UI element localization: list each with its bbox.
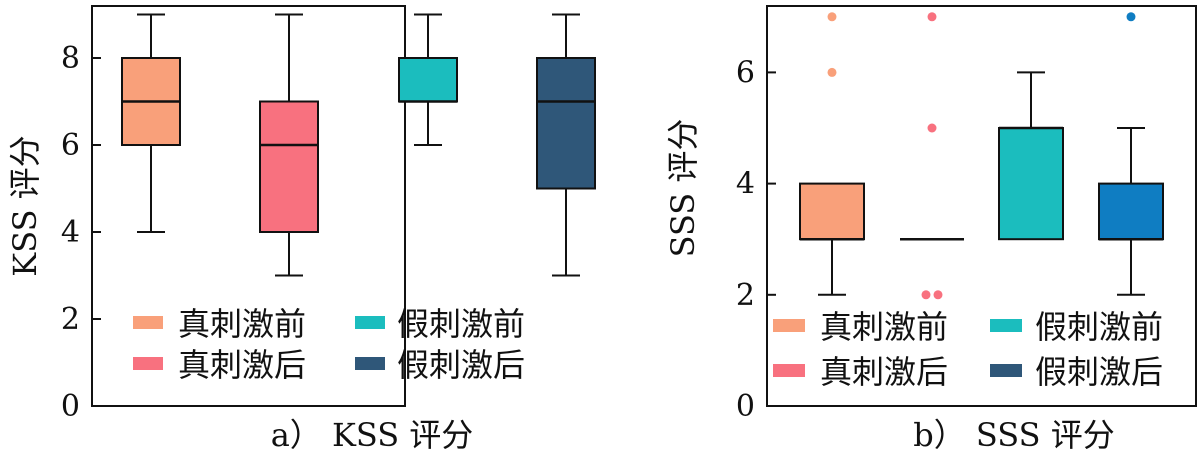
panel-b-frame — [766, 5, 1197, 407]
panel-a-kss: 0 2 4 6 8 真刺激前 真刺激后 假刺激前 假刺激后 KSS 评分 a） KSS … — [6, 5, 596, 454]
outlier-point — [827, 67, 837, 77]
box-iqr — [398, 57, 458, 103]
y-tick-label: 6 — [61, 128, 80, 163]
y-tick-label: 0 — [736, 389, 755, 424]
y-tick-label: 8 — [61, 41, 80, 76]
y-tick-label: 4 — [736, 167, 755, 202]
legend-swatch-3 — [355, 316, 385, 329]
box-3 — [998, 71, 1064, 241]
outlier-point — [1126, 12, 1136, 22]
box-2 — [259, 13, 319, 277]
legend-label-2: 真刺激后 — [178, 346, 306, 384]
legend-label-3: 假刺激前 — [397, 305, 525, 343]
outlier-point — [933, 290, 943, 300]
box-iqr — [799, 182, 865, 241]
panel-b-y-label: SSS 评分 — [664, 119, 702, 258]
outlier-point — [921, 290, 931, 300]
legend-swatch-2 — [133, 357, 163, 370]
legend-label-1: 真刺激前 — [820, 308, 948, 346]
outlier-point — [927, 12, 937, 22]
box-4 — [1098, 12, 1164, 296]
panel-b-caption: b） SSS 评分 — [913, 416, 1114, 454]
panel-b-legend: 真刺激前 真刺激后 假刺激前 假刺激后 — [773, 308, 1163, 391]
box-iqr — [998, 127, 1064, 241]
legend-label-4: 假刺激后 — [397, 346, 525, 384]
legend-swatch-4 — [990, 364, 1022, 377]
legend-swatch-4 — [355, 357, 385, 370]
y-tick-label: 4 — [61, 215, 80, 250]
legend-label-2: 真刺激后 — [820, 353, 948, 391]
panel-a-boxes — [121, 13, 596, 277]
panel-a-frame — [91, 5, 406, 407]
box-3 — [398, 13, 458, 146]
legend-swatch-1 — [133, 316, 163, 329]
box-iqr — [259, 100, 319, 233]
legend-swatch-3 — [990, 319, 1022, 332]
box-4 — [536, 13, 596, 277]
panel-a-y-label: KSS 评分 — [6, 135, 44, 276]
y-tick-label: 2 — [61, 302, 80, 337]
outlier-point — [827, 12, 837, 22]
box-1 — [799, 12, 865, 296]
box-1 — [121, 13, 181, 233]
panel-a-caption: a） KSS 评分 — [271, 416, 474, 454]
outlier-point — [927, 123, 937, 133]
panel-b-y-ticks: 0 2 4 6 — [736, 55, 776, 424]
legend-label-1: 真刺激前 — [178, 305, 306, 343]
legend-swatch-1 — [773, 319, 805, 332]
box-2 — [900, 12, 964, 300]
y-tick-label: 2 — [736, 278, 755, 313]
box-iqr — [536, 57, 596, 190]
box-iqr — [1098, 182, 1164, 241]
panel-a-y-ticks: 0 2 4 6 8 — [61, 41, 101, 424]
legend-label-4: 假刺激后 — [1035, 353, 1163, 391]
panel-b-boxes — [799, 12, 1164, 300]
y-tick-label: 6 — [736, 55, 755, 90]
legend-label-3: 假刺激前 — [1035, 308, 1163, 346]
panel-a-legend: 真刺激前 真刺激后 假刺激前 假刺激后 — [133, 305, 525, 384]
legend-swatch-2 — [773, 364, 805, 377]
y-tick-label: 0 — [61, 389, 80, 424]
panel-b-sss: 0 2 4 6 真刺激前 真刺激后 假刺激前 假刺激后 SSS 评分 b） SSS 评… — [664, 5, 1197, 454]
